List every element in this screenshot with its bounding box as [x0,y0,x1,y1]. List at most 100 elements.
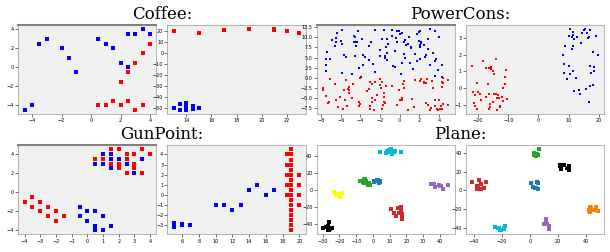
Point [236,203,246,207]
Point [325,77,334,81]
Point [348,82,358,86]
Point [422,77,432,81]
Point [295,30,304,35]
Point [498,86,508,90]
Point [417,40,426,44]
Point [282,183,292,187]
Point [358,180,368,184]
Point [556,167,566,171]
Point [98,228,108,232]
Point [393,206,403,210]
Point [533,152,542,156]
Point [585,210,595,214]
Point [470,104,479,108]
Point [137,171,147,175]
Point [131,32,140,36]
Point [397,96,407,100]
Point [423,103,433,107]
Point [484,107,493,111]
Point [365,44,375,48]
Point [533,187,543,191]
Point [331,98,341,102]
Point [408,67,418,71]
Point [286,208,296,212]
Point [385,149,395,153]
Point [593,209,603,213]
Point [388,64,398,68]
Point [486,67,496,71]
Point [350,35,359,39]
Point [530,186,540,190]
Point [503,97,512,101]
Point [415,57,425,61]
Point [131,60,140,65]
Point [282,193,292,197]
Point [396,209,406,213]
Point [376,85,386,89]
Point [138,51,148,55]
Point [355,179,365,183]
Point [123,99,133,103]
Point [106,147,116,151]
Point [122,162,132,166]
Point [574,88,584,92]
Point [417,77,426,81]
Point [387,34,397,38]
Point [106,166,116,170]
Point [347,96,357,100]
Point [584,208,594,212]
Point [386,147,396,151]
Point [439,187,448,191]
Point [381,84,390,88]
Point [169,223,179,227]
Point [396,72,406,76]
Point [395,98,405,102]
Point [367,100,377,104]
Point [497,96,506,100]
Point [375,77,384,81]
Point [378,107,387,111]
Point [382,149,392,153]
Point [137,157,147,161]
Point [323,228,333,232]
Point [169,222,179,226]
Point [364,87,373,91]
Point [324,220,334,224]
Point [345,87,354,91]
Point [473,178,483,182]
Point [169,224,179,228]
Point [393,29,403,34]
Point [415,43,425,47]
Point [375,179,385,183]
Point [423,47,433,51]
Point [565,72,575,76]
Point [181,108,191,112]
Point [419,81,429,85]
Point [397,98,407,102]
Point [335,192,345,196]
Point [379,100,389,104]
Point [123,32,133,36]
Point [365,80,375,84]
Point [473,81,483,85]
Point [376,150,386,154]
Point [337,42,347,46]
Point [321,63,331,67]
Point [323,225,333,229]
Point [576,91,586,96]
Point [353,40,362,44]
Point [27,205,37,209]
Point [472,187,482,191]
Point [569,30,578,34]
Point [358,63,368,67]
Point [367,40,376,44]
Point [27,195,37,199]
Point [532,153,542,157]
Point [129,152,139,156]
Point [330,44,340,48]
Point [367,96,377,100]
Point [390,150,400,154]
Point [370,98,380,102]
Point [590,34,600,38]
Point [473,107,483,111]
